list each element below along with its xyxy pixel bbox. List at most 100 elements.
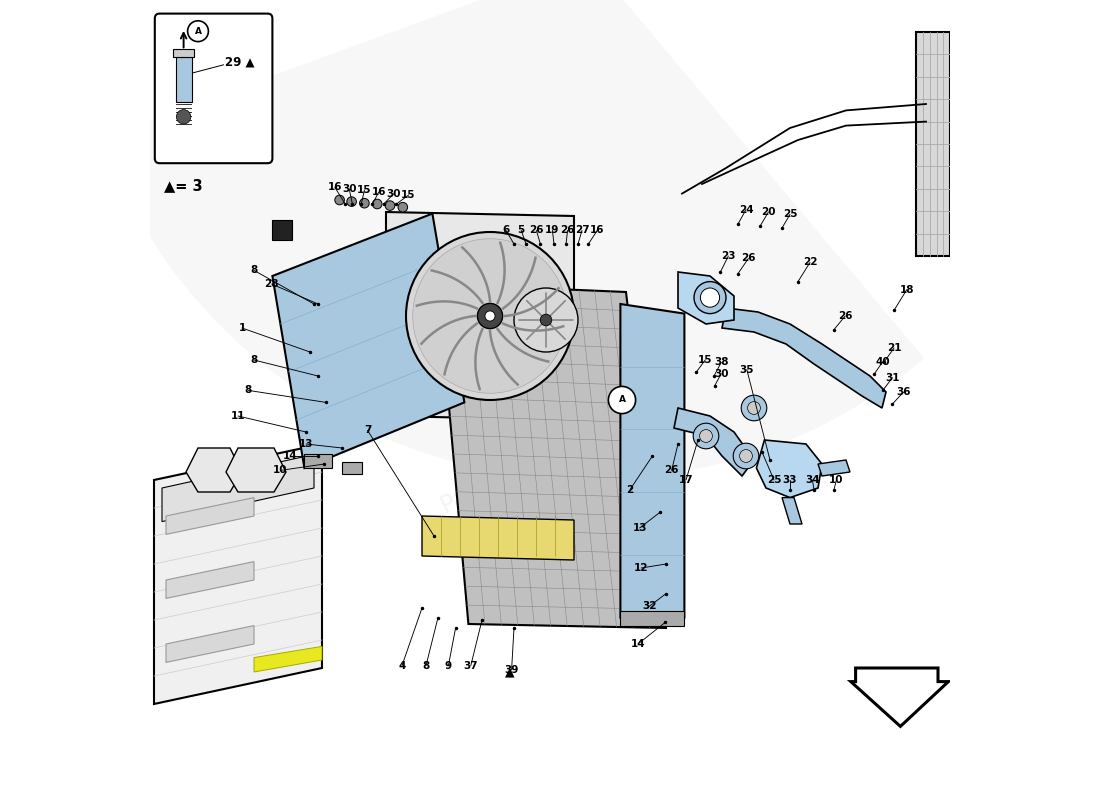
Circle shape: [334, 195, 344, 205]
Text: 10: 10: [273, 466, 287, 475]
Bar: [342, 462, 362, 474]
Text: 14: 14: [283, 451, 297, 461]
Text: 20: 20: [761, 207, 776, 217]
Text: 8: 8: [422, 661, 430, 670]
Text: 24: 24: [739, 205, 754, 214]
Circle shape: [176, 110, 190, 124]
Text: 14: 14: [630, 639, 646, 649]
Text: 6: 6: [503, 226, 509, 235]
Circle shape: [477, 303, 503, 329]
Text: ▲= 3: ▲= 3: [164, 178, 204, 193]
Text: 30: 30: [714, 369, 728, 378]
Text: 25: 25: [783, 210, 798, 219]
Polygon shape: [226, 448, 286, 492]
Text: 16: 16: [590, 226, 605, 235]
Text: 10: 10: [829, 475, 844, 485]
Text: 7: 7: [364, 426, 372, 435]
Circle shape: [398, 202, 408, 212]
Circle shape: [385, 201, 395, 210]
Polygon shape: [438, 284, 666, 628]
Polygon shape: [757, 440, 822, 498]
Circle shape: [734, 443, 759, 469]
Text: 38: 38: [714, 358, 728, 367]
Bar: [273, 220, 293, 240]
Text: 12: 12: [634, 563, 649, 573]
Wedge shape: [101, 0, 924, 480]
Polygon shape: [273, 214, 464, 468]
Polygon shape: [678, 272, 734, 324]
Text: 2: 2: [626, 485, 634, 494]
Text: 29 ▲: 29 ▲: [226, 56, 255, 69]
Text: 25: 25: [767, 475, 781, 485]
Circle shape: [693, 423, 718, 449]
Text: 1: 1: [239, 323, 245, 333]
Text: 31: 31: [886, 373, 900, 382]
Text: 13: 13: [299, 439, 314, 449]
Circle shape: [373, 199, 382, 209]
Polygon shape: [818, 460, 850, 476]
Circle shape: [739, 450, 752, 462]
Text: 11: 11: [231, 411, 245, 421]
Text: 26: 26: [838, 311, 853, 321]
Text: 22: 22: [803, 258, 817, 267]
Polygon shape: [166, 626, 254, 662]
Polygon shape: [386, 212, 574, 420]
Text: 35: 35: [739, 365, 755, 374]
Polygon shape: [916, 32, 950, 256]
Bar: [620, 611, 684, 626]
Text: 8: 8: [251, 355, 257, 365]
Text: 18: 18: [900, 285, 914, 294]
Text: 33: 33: [783, 475, 798, 485]
Text: 27: 27: [574, 226, 590, 235]
Text: 37: 37: [463, 661, 478, 670]
Text: 36: 36: [896, 387, 911, 397]
Circle shape: [406, 232, 574, 400]
Text: 40: 40: [876, 357, 890, 366]
Text: 4: 4: [398, 661, 406, 670]
Text: A: A: [195, 26, 201, 36]
Polygon shape: [166, 498, 254, 534]
Bar: [173, 49, 194, 57]
Circle shape: [346, 197, 356, 206]
Text: 16: 16: [372, 187, 386, 197]
Polygon shape: [166, 562, 254, 598]
Text: 39: 39: [505, 665, 519, 674]
Text: 13: 13: [632, 523, 647, 533]
Text: PartDiagram365: PartDiagram365: [437, 410, 631, 518]
Text: 28: 28: [264, 279, 279, 289]
Text: 34: 34: [805, 475, 820, 485]
FancyBboxPatch shape: [155, 14, 273, 163]
Text: 17: 17: [679, 475, 693, 485]
Text: 26: 26: [664, 466, 679, 475]
Circle shape: [412, 238, 568, 394]
Text: 8: 8: [251, 266, 257, 275]
Bar: [305, 454, 332, 468]
Text: 15: 15: [402, 190, 416, 200]
Polygon shape: [674, 408, 754, 476]
Circle shape: [360, 198, 370, 208]
Text: 5: 5: [518, 226, 525, 235]
Circle shape: [694, 282, 726, 314]
Circle shape: [741, 395, 767, 421]
Text: 8: 8: [245, 386, 252, 395]
Polygon shape: [254, 646, 322, 672]
Text: 26: 26: [741, 254, 756, 263]
Text: 16: 16: [328, 182, 342, 192]
Polygon shape: [620, 304, 684, 618]
Polygon shape: [162, 454, 314, 522]
Polygon shape: [782, 498, 802, 524]
Polygon shape: [722, 308, 886, 408]
Circle shape: [514, 288, 578, 352]
Text: 23: 23: [722, 251, 736, 261]
Circle shape: [188, 21, 208, 42]
Text: 15: 15: [697, 355, 713, 365]
Text: 32: 32: [642, 602, 657, 611]
Text: 26: 26: [560, 226, 575, 235]
Bar: [176, 57, 191, 102]
Text: 30: 30: [387, 189, 402, 198]
Circle shape: [485, 311, 495, 321]
Polygon shape: [422, 516, 574, 560]
Circle shape: [748, 402, 760, 414]
Circle shape: [701, 288, 719, 307]
Circle shape: [700, 430, 713, 442]
